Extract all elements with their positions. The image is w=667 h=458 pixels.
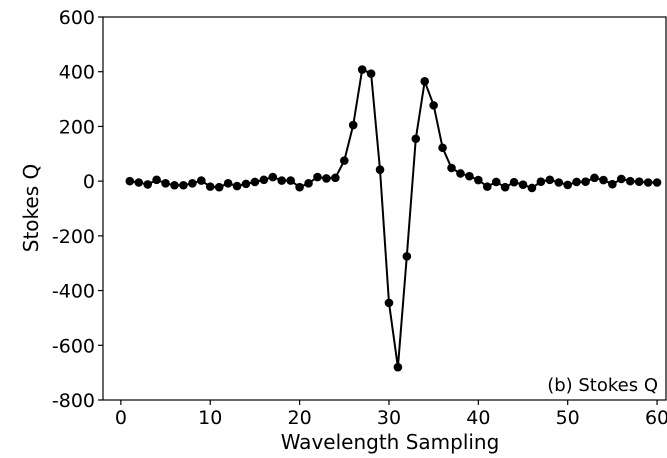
y-tick-label: 600 — [59, 7, 95, 29]
data-point — [465, 171, 474, 181]
plot-frame — [102, 16, 667, 401]
data-point — [295, 182, 304, 192]
data-point — [474, 175, 483, 185]
data-point — [563, 180, 572, 190]
data-point — [554, 178, 564, 187]
data-point — [411, 134, 421, 144]
data-point — [313, 172, 322, 182]
data-point — [322, 174, 331, 183]
data-point — [617, 174, 626, 184]
data-point — [348, 120, 358, 130]
data-point — [420, 76, 430, 86]
data-point — [536, 177, 546, 186]
data-point — [393, 362, 403, 372]
y-tick-label: -400 — [52, 281, 95, 303]
y-tick-label: 200 — [59, 116, 95, 138]
data-point — [286, 176, 295, 185]
data-point — [304, 179, 313, 188]
data-point — [599, 175, 608, 185]
data-point — [161, 179, 170, 188]
data-point — [268, 172, 278, 182]
data-point — [634, 177, 644, 186]
x-tick-label: 0 — [115, 407, 127, 429]
y-tick-label: -200 — [52, 226, 95, 248]
data-point — [375, 165, 385, 174]
data-point — [545, 175, 555, 185]
data-point — [241, 179, 251, 189]
data-point — [482, 182, 492, 191]
data-point — [205, 182, 215, 191]
data-point — [143, 180, 152, 189]
data-point — [339, 156, 349, 165]
y-tick-label: 400 — [59, 62, 95, 84]
data-point — [152, 175, 161, 185]
data-point — [625, 176, 635, 186]
data-point — [402, 252, 412, 261]
data-point — [581, 177, 590, 186]
x-tick-label: 20 — [288, 407, 312, 429]
y-tick-label: 0 — [83, 171, 95, 193]
data-point — [277, 176, 287, 185]
data-point — [357, 65, 367, 74]
x-tick-label: 30 — [377, 407, 401, 429]
data-point — [491, 177, 501, 187]
data-point — [188, 179, 197, 188]
x-axis-label: Wavelength Sampling — [281, 430, 500, 454]
data-point — [125, 176, 135, 186]
x-axis-ticks: 0 10 20 30 40 50 60 — [115, 400, 667, 429]
data-point — [232, 181, 242, 191]
data-point — [366, 69, 376, 78]
data-point — [643, 178, 653, 187]
data-point — [527, 183, 537, 193]
y-tick-label: -600 — [52, 335, 95, 357]
data-point — [608, 179, 617, 189]
data-point — [179, 180, 188, 190]
data-point — [518, 180, 528, 189]
data-point — [429, 101, 438, 110]
panel-annotation: (b) Stokes Q — [547, 375, 658, 396]
series-line — [129, 68, 658, 368]
data-point — [652, 178, 662, 187]
data-point — [197, 176, 206, 185]
x-tick-label: 10 — [198, 407, 222, 429]
data-points — [125, 65, 662, 372]
data-point — [259, 175, 269, 185]
data-point — [214, 182, 224, 192]
data-point — [384, 298, 394, 308]
x-tick-label: 40 — [466, 407, 490, 429]
data-point — [170, 180, 179, 190]
data-point — [572, 177, 581, 187]
y-tick-label: -800 — [52, 390, 95, 412]
data-point — [509, 177, 519, 187]
y-axis-ticks: -800 -600 -400 -200 0 200 400 600 — [52, 7, 103, 412]
data-point — [250, 177, 260, 187]
data-point — [447, 163, 456, 173]
data-point — [590, 173, 599, 183]
data-point — [331, 173, 340, 183]
x-tick-label: 50 — [556, 407, 580, 429]
data-point — [500, 182, 510, 192]
data-point — [134, 178, 144, 187]
data-point — [456, 169, 465, 178]
x-tick-label: 60 — [645, 407, 667, 429]
y-axis-label: Stokes Q — [19, 164, 43, 252]
data-point — [438, 143, 447, 153]
data-point — [223, 179, 233, 188]
